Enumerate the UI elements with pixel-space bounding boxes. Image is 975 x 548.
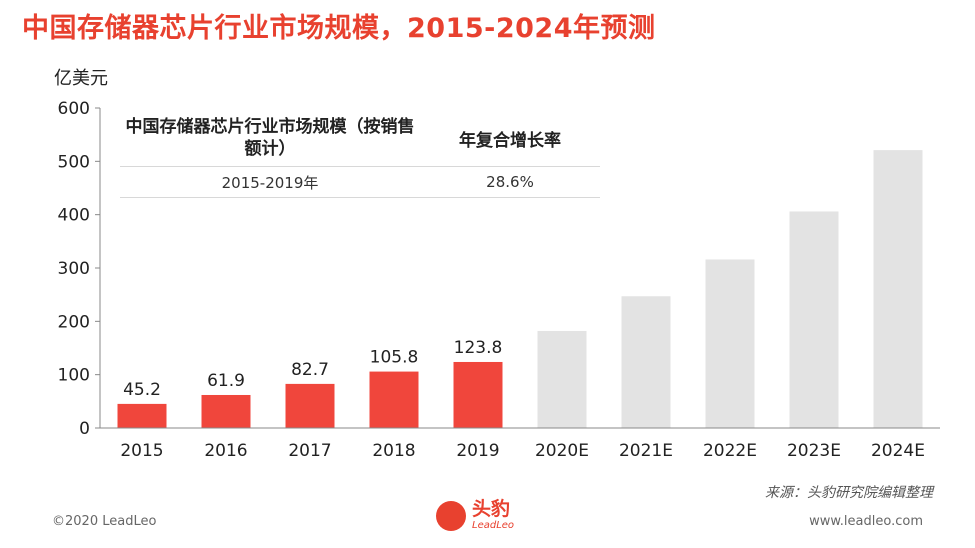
y-tick-label: 300 [58, 259, 90, 279]
x-tick-label: 2015 [120, 441, 163, 461]
cagr-table: 中国存储器芯片行业市场规模（按销售额计） 年复合增长率 2015-2019年 2… [120, 110, 600, 198]
bar-2015 [117, 403, 167, 428]
bar-2019 [453, 361, 503, 428]
cagr-header-growth-rate: 年复合增长率 [459, 130, 561, 151]
cagr-table-header: 中国存储器芯片行业市场规模（按销售额计） 年复合增长率 [120, 110, 600, 166]
x-tick-label: 2023E [787, 441, 841, 461]
y-tick-label: 500 [58, 152, 90, 172]
bar-2022e [705, 259, 755, 428]
website-text: www.leadleo.com [809, 514, 923, 529]
y-tick-label: 400 [58, 206, 90, 226]
bar-2024e [873, 150, 923, 428]
logo-name-en: LeadLeo [472, 520, 515, 531]
x-tick-label: 2022E [703, 441, 757, 461]
bar-2023e [789, 211, 839, 428]
copyright-text: ©2020 LeadLeo [52, 514, 157, 529]
x-tick-label: 2019 [456, 441, 499, 461]
x-tick-label: 2024E [871, 441, 925, 461]
table-divider [120, 197, 600, 198]
data-label: 82.7 [291, 360, 329, 380]
bar-2017 [285, 383, 335, 428]
bar-2018 [369, 371, 419, 428]
x-tick-label: 2016 [204, 441, 247, 461]
source-note: 来源：头豹研究院编辑整理 [765, 485, 933, 501]
leadleo-logo: 头豹 LeadLeo [436, 500, 514, 531]
bar-2020e [537, 330, 587, 428]
x-tick-label: 2020E [535, 441, 589, 461]
table-divider [120, 166, 600, 167]
cagr-period: 2015-2019年 [221, 173, 319, 192]
x-tick-label: 2018 [372, 441, 415, 461]
data-label: 61.9 [207, 371, 245, 391]
y-tick-label: 100 [58, 366, 90, 386]
x-tick-label: 2021E [619, 441, 673, 461]
data-label: 45.2 [123, 380, 161, 400]
bar-2016 [201, 394, 251, 428]
leopard-icon [436, 500, 466, 531]
y-axis-unit-label: 亿美元 [54, 68, 108, 89]
data-label: 105.8 [370, 348, 419, 368]
x-tick-label: 2017 [288, 441, 331, 461]
y-tick-label: 0 [79, 419, 90, 439]
bar-2021e [621, 296, 671, 428]
cagr-value: 28.6% [486, 173, 534, 191]
table-row: 2015-2019年 28.6% [120, 167, 600, 197]
page-title: 中国存储器芯片行业市场规模，2015-2024年预测 [22, 13, 656, 44]
y-tick-label: 200 [58, 312, 90, 332]
logo-name-cn: 头豹 [472, 498, 511, 520]
y-tick-label: 600 [58, 99, 90, 119]
data-label: 123.8 [454, 338, 503, 358]
cagr-header-market-size: 中国存储器芯片行业市场规模（按销售额计） [125, 117, 415, 159]
